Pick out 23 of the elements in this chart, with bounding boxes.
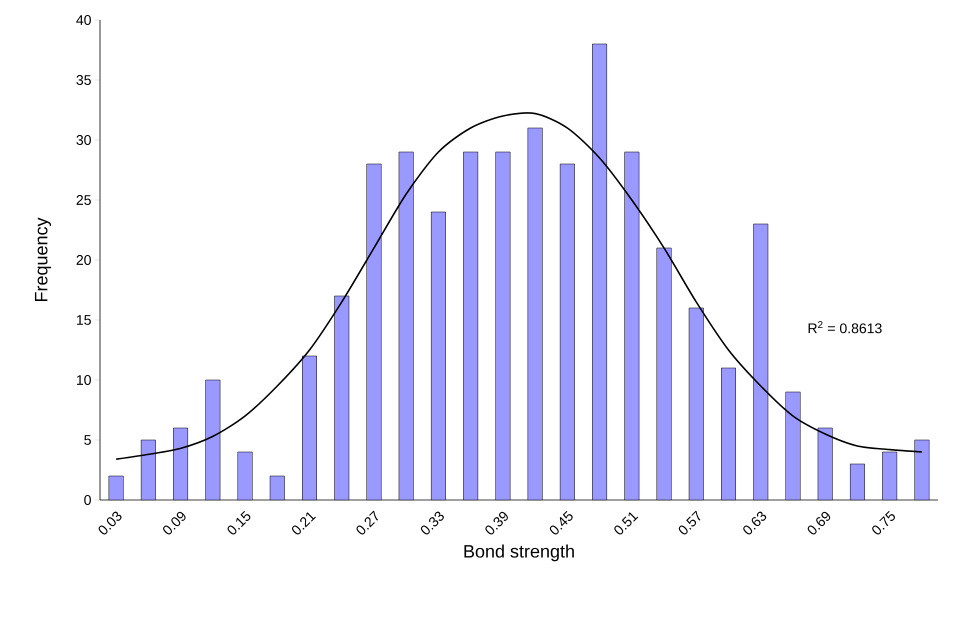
- y-tick-label: 30: [76, 135, 91, 145]
- x-axis-title: Bond strength: [464, 544, 574, 562]
- x-tick-label: 0.21: [292, 512, 316, 534]
- x-tick-label: 0.69: [808, 512, 830, 534]
- x-tick-label: 0.45: [550, 510, 573, 534]
- x-tick-label: 0.15: [228, 510, 250, 534]
- x-tick-label: 0.09: [163, 512, 186, 534]
- x-tick-label: 0.39: [485, 512, 508, 534]
- y-tick-label: 40: [76, 15, 91, 25]
- x-tick-label: 0.75: [872, 510, 895, 534]
- y-tick-label: 15: [76, 315, 91, 325]
- x-tick-label: 0.03: [98, 512, 122, 534]
- y-tick-label: 5: [84, 435, 91, 445]
- y-tick-label: 0: [84, 495, 91, 505]
- y-tick-label: 10: [76, 375, 91, 385]
- y-tick-label: 20: [76, 255, 91, 265]
- y-tick-label: 35: [76, 75, 91, 85]
- x-tick-label: 0.51: [614, 512, 638, 534]
- x-tick-label: 0.63: [743, 512, 766, 534]
- annotation: R$^{2}$ = 0.8613: [808, 321, 882, 334]
- y-axis-title: Frequency: [34, 218, 52, 302]
- y-tick-label: 25: [76, 195, 91, 205]
- x-tick-label: 0.33: [420, 512, 444, 534]
